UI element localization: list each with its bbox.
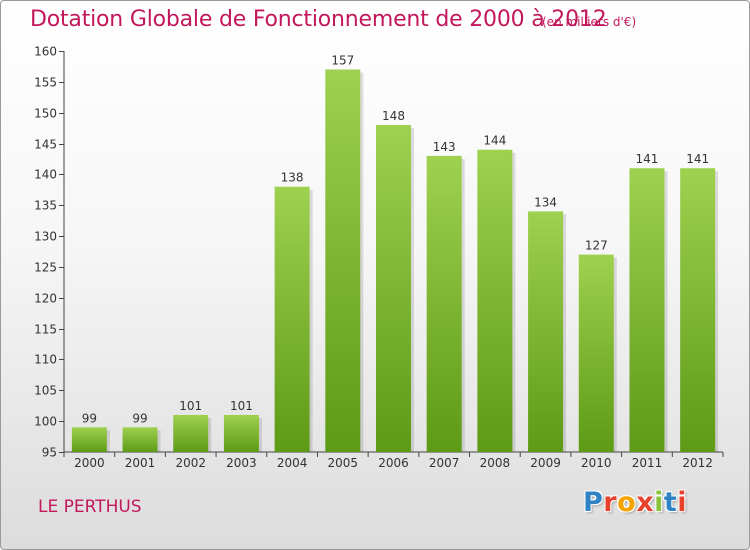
x-tick-label: 2010 xyxy=(581,456,612,470)
data-label-2005: 157 xyxy=(331,54,354,68)
y-tick-label: 110 xyxy=(34,353,57,367)
y-tick-label: 115 xyxy=(34,323,57,337)
bar-2012 xyxy=(680,168,716,452)
x-tick-label: 2004 xyxy=(277,456,308,470)
x-tick-label: 2005 xyxy=(328,456,359,470)
data-label-2011: 141 xyxy=(636,152,659,166)
x-tick-label: 2003 xyxy=(226,456,257,470)
logo-letter: t xyxy=(663,487,678,518)
y-tick-label: 140 xyxy=(34,168,57,182)
y-tick-label: 105 xyxy=(34,384,57,398)
data-label-2001: 99 xyxy=(132,411,147,425)
x-tick-label: 2012 xyxy=(682,456,713,470)
logo-letter: i xyxy=(654,487,664,518)
bar-2005 xyxy=(325,69,361,452)
data-label-2000: 99 xyxy=(82,411,97,425)
commune-name: LE PERTHUS xyxy=(38,497,142,517)
logo-letter: i xyxy=(677,487,688,518)
chart-subtitle: (en milliers d'€) xyxy=(542,15,637,29)
bar-2001 xyxy=(122,427,158,452)
bar-2007 xyxy=(426,155,462,452)
y-tick-label: 120 xyxy=(34,292,57,306)
bar-2009 xyxy=(528,211,564,452)
x-tick-label: 2011 xyxy=(632,456,663,470)
data-label-2008: 144 xyxy=(483,134,506,148)
y-tick-label: 145 xyxy=(34,138,57,152)
x-tick-label: 2008 xyxy=(480,456,511,470)
x-tick-label: 2002 xyxy=(175,456,206,470)
x-tick-label: 2006 xyxy=(378,456,409,470)
x-tick-label: 2001 xyxy=(125,456,156,470)
data-label-2007: 143 xyxy=(433,140,456,154)
data-label-2003: 101 xyxy=(230,399,253,413)
chart-title: Dotation Globale de Fonctionnement de 20… xyxy=(30,7,607,32)
bar-2008 xyxy=(477,149,513,452)
data-label-2010: 127 xyxy=(585,239,608,253)
data-label-2004: 138 xyxy=(281,171,304,185)
bars-group xyxy=(71,69,719,453)
logo-letter: r xyxy=(603,487,618,518)
bar-2006 xyxy=(376,125,411,453)
bar-2003 xyxy=(223,414,259,452)
y-tick-label: 155 xyxy=(34,76,57,90)
logo-letter: P xyxy=(583,487,604,518)
y-tick-label: 95 xyxy=(42,446,57,460)
x-tick-label: 2007 xyxy=(429,456,460,470)
logo-letter: o xyxy=(617,487,637,518)
y-tick-label: 130 xyxy=(34,230,57,244)
bar-2000 xyxy=(71,427,107,452)
bar-2004 xyxy=(274,186,310,452)
bar-2002 xyxy=(173,414,209,452)
y-tick-label: 150 xyxy=(34,107,57,121)
x-tick-label: 2000 xyxy=(74,456,105,470)
data-label-2002: 101 xyxy=(179,399,202,413)
data-label-2006: 148 xyxy=(382,109,405,123)
axes: 95 100 105 110 115 120 125 130 135 140 145 150 155 16… xyxy=(34,45,724,470)
bar-2011 xyxy=(629,168,665,452)
y-tick-label: 125 xyxy=(34,261,57,275)
y-tick-label: 160 xyxy=(34,45,57,59)
proxiti-logo: Proxiti xyxy=(583,487,687,518)
data-label-2012: 141 xyxy=(686,152,709,166)
bar-2010 xyxy=(578,254,614,452)
y-tick-label: 100 xyxy=(34,415,57,429)
data-label-2009: 134 xyxy=(534,195,557,209)
logo-letter: x xyxy=(636,487,655,518)
y-tick-label: 135 xyxy=(34,199,57,213)
data-labels-group: 99 99 101 101 138 157 148 143 144 134 127 141 141 xyxy=(82,54,709,426)
x-tick-label: 2009 xyxy=(530,456,561,470)
